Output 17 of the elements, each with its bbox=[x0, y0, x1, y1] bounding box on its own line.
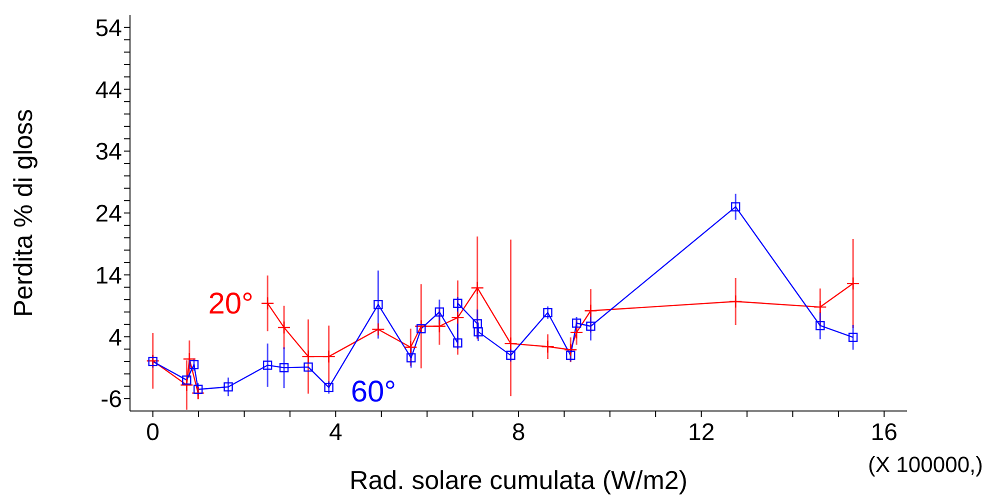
x-tick-label: 12 bbox=[688, 419, 715, 446]
text: (X 100000,) bbox=[868, 452, 983, 478]
y-tick-label: 14 bbox=[95, 262, 122, 290]
y-tick-label: 24 bbox=[95, 200, 122, 228]
y-tick-label: 34 bbox=[95, 138, 122, 166]
y-tick-label: -6 bbox=[100, 386, 122, 414]
x-axis-title: Rad. solare cumulata (W/m2) bbox=[349, 465, 688, 495]
y-tick-label: 44 bbox=[95, 76, 122, 104]
y-tick-label: 54 bbox=[95, 14, 122, 42]
y-axis-title: Perdita % di gloss bbox=[8, 108, 38, 318]
x-tick-label: 0 bbox=[146, 419, 160, 446]
series-label: 60° bbox=[350, 375, 396, 408]
x-tick-label: 8 bbox=[512, 419, 526, 446]
x-tick-label: 16 bbox=[870, 419, 898, 446]
x-tick-label: 4 bbox=[328, 419, 342, 446]
y-tick-label: 4 bbox=[108, 324, 122, 352]
series-label: 20° bbox=[208, 287, 254, 320]
